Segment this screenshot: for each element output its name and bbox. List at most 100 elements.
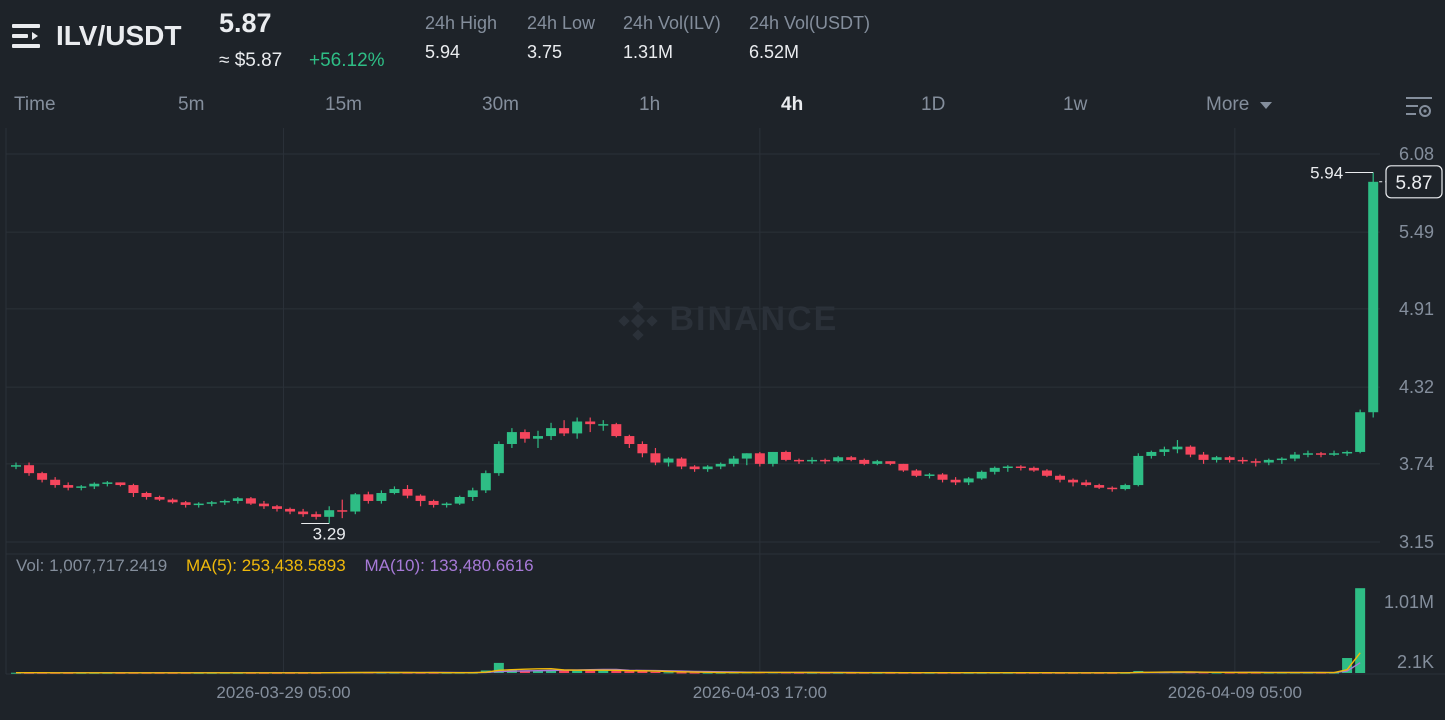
x-tick-label: 2026-03-29 05:00: [216, 683, 350, 702]
candle-body: [1107, 487, 1118, 490]
candle-body: [1055, 475, 1065, 480]
binance-logo-icon: [618, 301, 658, 341]
candle-body: [989, 467, 1000, 472]
volume-bar: [598, 670, 609, 673]
candlestick-chart[interactable]: 6.08 5.49 4.91 4.32 3.74 3.15 2026-03-29 05:00…: [0, 128, 1445, 720]
candle-body: [650, 453, 661, 463]
volume-bar: [546, 670, 557, 673]
candle-body: [911, 470, 922, 476]
candle-body: [428, 500, 439, 505]
stat-label-24h-vol-ilv: 24h Vol(ILV): [623, 13, 721, 33]
x-tick-label: 2026-04-09 05:00: [1168, 683, 1302, 702]
candle-body: [1028, 467, 1039, 471]
tab-5m[interactable]: 5m: [178, 94, 205, 115]
volume-bar: [676, 672, 687, 674]
candle-body: [1094, 485, 1105, 488]
candle-body: [519, 432, 530, 439]
candle-body: [1172, 446, 1183, 450]
candles: [11, 172, 1379, 524]
candle-body: [89, 483, 100, 487]
candle-body: [1276, 458, 1287, 461]
chart-settings-icon[interactable]: [1404, 94, 1434, 120]
tab-1d[interactable]: 1D: [921, 94, 946, 115]
stat-value-24h-vol-usdt: 6.52M: [749, 42, 800, 62]
tab-4h[interactable]: 4h: [781, 94, 804, 115]
volume-bar: [611, 670, 622, 673]
candle-body: [232, 498, 243, 501]
x-tick-label: 2026-04-03 17:00: [693, 683, 827, 702]
candle-body: [285, 508, 296, 512]
volume-bar: [1342, 658, 1353, 673]
candle-body: [728, 458, 739, 464]
candle-body: [937, 474, 948, 480]
tab-1w[interactable]: 1w: [1063, 94, 1088, 115]
caret-down-icon: [1259, 102, 1272, 109]
candle-body: [1237, 459, 1248, 462]
candle-body: [676, 458, 687, 467]
candle-body: [715, 463, 726, 467]
last-price: 5.87: [219, 8, 272, 38]
tab-time[interactable]: Time: [14, 94, 56, 115]
volume-bar: [572, 670, 583, 673]
stat-label-24h-high: 24h High: [425, 13, 498, 33]
volume-bars: [11, 588, 1366, 674]
candle-body: [1120, 485, 1131, 490]
candle-body: [180, 502, 191, 505]
candle-body: [924, 474, 935, 476]
candle-body: [441, 503, 452, 506]
candle-body: [76, 486, 87, 488]
candle-body: [859, 459, 870, 464]
candle-body: [820, 459, 831, 462]
candle-body: [37, 473, 48, 480]
candle-body: [11, 465, 21, 467]
volume-ma10: MA(10): 133,480.6616: [364, 556, 534, 575]
trading-pair[interactable]: ILV/USDT: [56, 20, 182, 51]
candle-body: [1198, 454, 1209, 460]
candle-body: [1081, 482, 1092, 486]
stat-value-24h-low: 3.75: [527, 42, 563, 62]
candle-body: [1368, 181, 1379, 413]
candle-body: [611, 424, 622, 437]
tab-1h[interactable]: 1h: [639, 94, 661, 115]
volume-bar: [493, 662, 504, 673]
volume-bar: [533, 670, 543, 673]
candle-body: [350, 494, 361, 512]
candle-body: [193, 503, 204, 506]
tab-30m[interactable]: 30m: [482, 94, 519, 115]
y-tick-label: 3.74: [1399, 454, 1434, 474]
volume-bar: [689, 672, 700, 674]
candle-body: [1263, 459, 1274, 463]
candle-body: [467, 490, 478, 497]
candle-body: [1146, 451, 1157, 456]
candle-body: [533, 436, 543, 439]
candle-body: [298, 511, 309, 515]
candle-body: [415, 495, 426, 501]
candle-body: [402, 489, 413, 496]
y-tick-label: 5.49: [1399, 222, 1434, 242]
menu-lines-icon[interactable]: [12, 22, 44, 50]
candle-body: [363, 494, 374, 501]
candle-body: [1316, 453, 1326, 455]
candle-body: [376, 493, 387, 501]
candle-body: [115, 482, 126, 486]
candle-body: [1002, 466, 1013, 469]
candle-body: [1289, 454, 1300, 459]
candle-body: [689, 466, 700, 470]
candle-body: [741, 453, 752, 459]
candle-body: [1068, 479, 1079, 483]
volume-ma-lines: [16, 652, 1361, 674]
candle-body: [846, 457, 857, 460]
volume-bar: [585, 670, 596, 673]
tab-15m[interactable]: 15m: [325, 94, 362, 115]
candle-body: [1224, 457, 1235, 460]
approx-usd-price: ≈ $5.87: [219, 50, 283, 71]
candle-body: [245, 498, 256, 504]
stat-label-24h-low: 24h Low: [527, 13, 596, 33]
volume-bar: [559, 669, 570, 673]
interval-tabs: Time 5m 15m 30m 1h 4h 1D 1w More: [0, 88, 1445, 122]
candle-body: [1185, 446, 1196, 455]
tab-more[interactable]: More: [1206, 94, 1273, 116]
y-tick-label: 3.15: [1399, 532, 1434, 552]
candle-body: [219, 500, 230, 503]
volume-bar: [624, 671, 635, 673]
